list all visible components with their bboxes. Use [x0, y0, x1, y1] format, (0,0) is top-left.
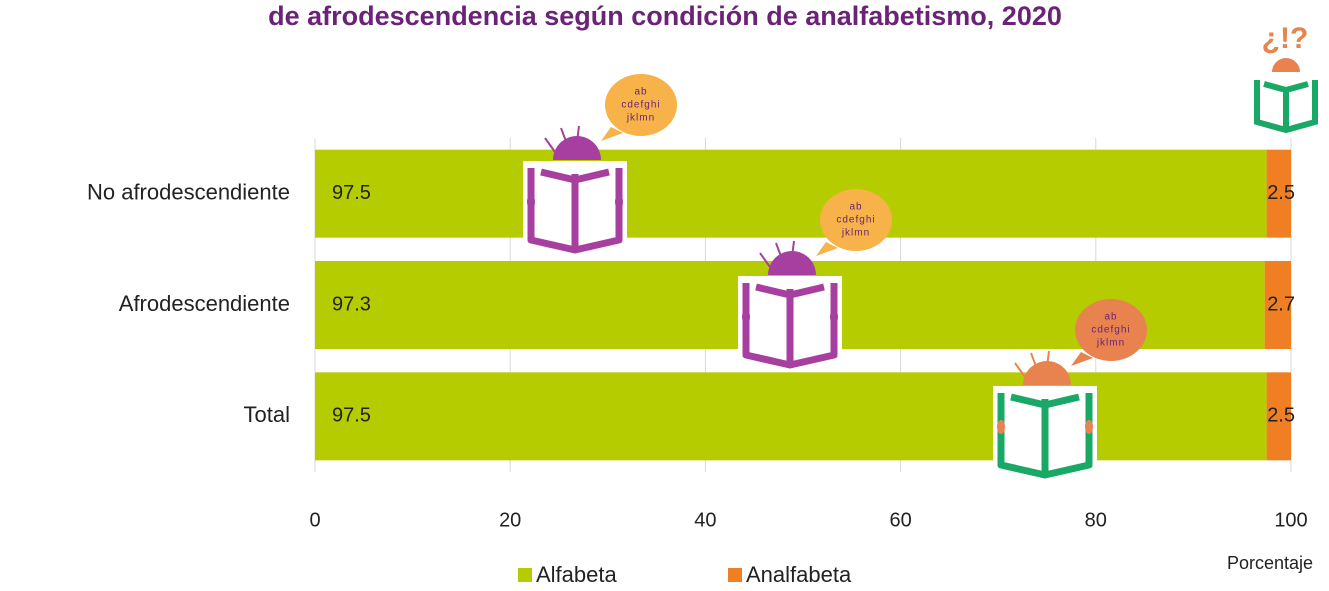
icon-text: cdefghi	[1091, 325, 1130, 336]
value-label: 97.5	[332, 182, 371, 204]
icon-text: ab	[849, 202, 862, 213]
value-label: 2.5	[1267, 182, 1295, 204]
legend-label: Analfabeta	[746, 562, 852, 586]
y-tick-label: Afrodescendiente	[119, 291, 290, 316]
value-label: 2.5	[1267, 405, 1295, 427]
x-tick-label: 20	[499, 509, 521, 531]
chart: de afrodescendencia según condición de a…	[0, 0, 1329, 586]
legend-label: Alfabeta	[536, 562, 617, 586]
x-tick-label: 100	[1274, 509, 1307, 531]
x-tick-label: 0	[309, 509, 320, 531]
icon-text: ab	[1104, 312, 1117, 323]
chart-title: de afrodescendencia según condición de a…	[268, 1, 1062, 31]
icon-text: cdefghi	[836, 215, 875, 226]
page: {"chart_data": {"type": "stacked-barh", …	[0, 0, 1329, 591]
icon-side	[742, 310, 750, 324]
value-label: 97.3	[332, 293, 371, 315]
legend-swatch	[518, 568, 532, 582]
x-axis-label: Porcentaje	[1227, 553, 1313, 573]
x-tick-label: 60	[889, 509, 911, 531]
corner-icon-text: ¿!?	[1262, 22, 1309, 55]
y-tick-label: Total	[244, 402, 290, 427]
value-label: 2.7	[1267, 293, 1295, 315]
icon-side	[615, 195, 623, 209]
icon-text: jklmn	[841, 228, 870, 239]
icon-text: cdefghi	[621, 100, 660, 111]
icon-side	[830, 310, 838, 324]
icon-side	[997, 420, 1005, 434]
icon-side	[527, 195, 535, 209]
icon-text: jklmn	[626, 113, 655, 124]
icon-text: ab	[634, 87, 647, 98]
y-tick-label: No afrodescendiente	[87, 179, 290, 204]
x-tick-label: 80	[1085, 509, 1107, 531]
x-tick-label: 40	[694, 509, 716, 531]
value-label: 97.5	[332, 405, 371, 427]
icon-side	[1085, 420, 1093, 434]
icon-text: jklmn	[1096, 338, 1125, 349]
legend-swatch	[728, 568, 742, 582]
bar	[315, 150, 1267, 238]
bar	[315, 372, 1267, 460]
